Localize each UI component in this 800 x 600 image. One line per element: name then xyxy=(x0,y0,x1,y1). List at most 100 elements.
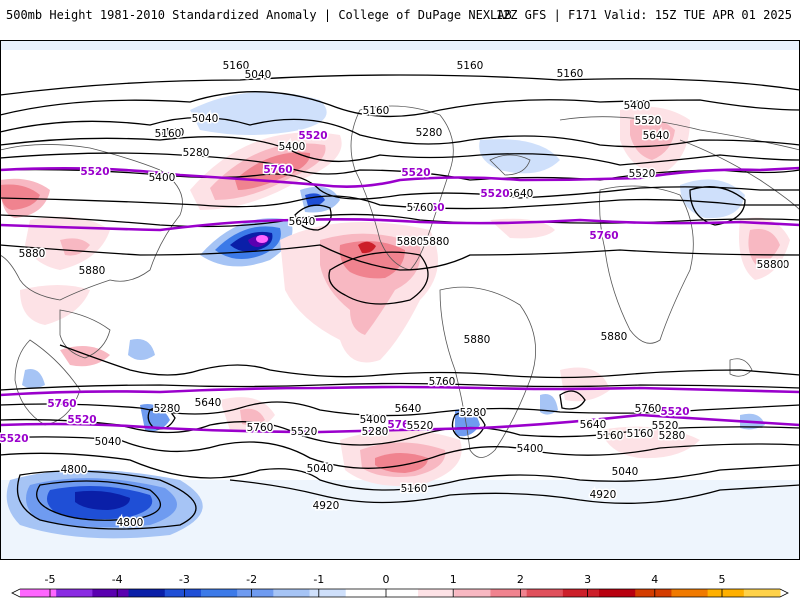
colorbar-tick-label: 5 xyxy=(719,573,726,586)
colorbar-tick-label: -3 xyxy=(179,573,190,586)
colorbar-bin xyxy=(707,589,745,597)
contour-label: 4920 xyxy=(590,489,617,501)
contour-label: 5520 xyxy=(407,420,434,432)
colorbar-bin xyxy=(418,589,455,597)
contour-label: 5640 xyxy=(643,130,670,142)
highlighted-contours xyxy=(0,166,800,434)
contour-label: 5520 xyxy=(80,166,109,178)
contour-label: 5160 xyxy=(627,428,654,440)
contour-label: 5640 xyxy=(289,216,316,228)
contour-label: 5400 xyxy=(624,100,651,112)
anomaly-colorbar: -5 -4 -3 -2 -1 0 1 2 3 4 5 xyxy=(11,573,789,598)
colorbar-bin xyxy=(164,589,202,597)
contour-label: 5880 xyxy=(601,331,628,343)
colorbar-tick-label: -1 xyxy=(313,573,324,586)
contour-label: 5640 xyxy=(507,188,534,200)
colorbar-tick-label: 3 xyxy=(584,573,591,586)
colorbar-bin xyxy=(562,589,600,597)
colorbar-tick-label: -5 xyxy=(45,573,56,586)
colorbar-ticks: -5 -4 -3 -2 -1 0 1 2 3 4 5 xyxy=(45,573,726,597)
colorbar-tick-label: -4 xyxy=(112,573,123,586)
contour-label: 5400 xyxy=(279,141,306,153)
contour-label: 5760 xyxy=(387,419,416,431)
contour-label: 5160 xyxy=(363,105,390,117)
colorbar-bin xyxy=(56,589,93,597)
contour-label: 5520 xyxy=(291,426,318,438)
colorbar-bin xyxy=(237,589,274,597)
colorbar-bin xyxy=(309,589,347,597)
contour-label: 5520 xyxy=(67,414,96,426)
contour-label: 5040 xyxy=(307,463,334,475)
contour-label: 5520 xyxy=(480,188,509,200)
contour-label: 5760 xyxy=(429,376,456,388)
colorbar-frame xyxy=(11,588,789,598)
contour-label: 5280 xyxy=(460,407,487,419)
colorbar-bin xyxy=(200,589,238,597)
negative-anomaly-shading xyxy=(6,92,765,539)
contour-label: 5760 xyxy=(763,259,790,271)
contour-label: 5160 xyxy=(457,60,484,72)
contour-label: 5280 xyxy=(362,426,389,438)
colorbar-bin xyxy=(671,589,709,597)
colorbar-bin xyxy=(743,589,781,597)
north-polar-shading xyxy=(0,40,800,50)
contour-label: 5280 xyxy=(659,430,686,442)
contour-label: 5880 xyxy=(19,248,46,260)
colorbar-tick-label: -2 xyxy=(246,573,257,586)
contour-label: 5880 xyxy=(464,334,491,346)
contour-label: 5160 xyxy=(597,430,624,442)
contour-label: 5880 xyxy=(423,236,450,248)
coastlines xyxy=(0,105,800,458)
colorbar-tick-label: 2 xyxy=(517,573,524,586)
contour-label: 5160 xyxy=(223,60,250,72)
colorbar-tick-label: 4 xyxy=(651,573,658,586)
contour-label: 5280 xyxy=(183,147,210,159)
contour-label: 5640 xyxy=(579,419,606,431)
contour-label: 5520 xyxy=(298,130,327,142)
contour-label: 5760 xyxy=(263,164,292,176)
contour-label: 5760 xyxy=(589,230,618,242)
colorbar-bin xyxy=(92,589,130,597)
contour-label: 5640 xyxy=(580,419,607,431)
contour-label: 4920 xyxy=(313,500,340,512)
contour-label: 5040 xyxy=(245,69,272,81)
contour-label: 5640 xyxy=(195,397,222,409)
contour-label: 5520 xyxy=(0,433,29,445)
contour-label: 5160 xyxy=(158,127,185,139)
contour-label: 5880 xyxy=(79,265,106,277)
contour-label: 5040 xyxy=(192,113,219,125)
contour-label: 5760 xyxy=(247,422,274,434)
contour-label: 5520 xyxy=(629,168,656,180)
model-run-info: 12Z GFS | F171 Valid: 15Z TUE APR 01 202… xyxy=(495,8,792,22)
contour-label: 5280 xyxy=(416,127,443,139)
contour-label: 4800 xyxy=(61,464,88,476)
colorbar-bin xyxy=(526,589,564,597)
colorbar-bin xyxy=(635,589,672,597)
positive-anomaly-shading xyxy=(0,106,790,486)
colorbar-tick-label: 1 xyxy=(450,573,457,586)
colorbar-bin xyxy=(381,589,419,597)
contour-label: 5880 xyxy=(757,259,784,271)
colorbar-bins xyxy=(11,588,789,598)
contour-label: 5520 xyxy=(660,406,689,418)
contour-label: 5520 xyxy=(635,115,662,127)
colorbar-bin xyxy=(454,589,491,597)
colorbar-tick-label: 0 xyxy=(383,573,390,586)
contour-label: 5160 xyxy=(155,128,182,140)
contour-label: 5760 xyxy=(47,398,76,410)
contour-label: 4800 xyxy=(117,517,144,529)
contour-label: 5520 xyxy=(652,420,679,432)
contour-label: 5520 xyxy=(401,167,430,179)
colorbar-bin xyxy=(490,589,528,597)
contour-label: 5160 xyxy=(401,483,428,495)
colorbar-bin xyxy=(128,589,166,597)
contour-label: 5040 xyxy=(95,436,122,448)
contour-label: 5760 xyxy=(635,403,662,415)
contour-label: 5760 xyxy=(407,202,434,214)
contour-label: 5640 xyxy=(395,403,422,415)
contour-label: 5400 xyxy=(360,414,387,426)
colorbar-bin xyxy=(273,589,311,597)
colorbar-bin xyxy=(20,589,57,597)
